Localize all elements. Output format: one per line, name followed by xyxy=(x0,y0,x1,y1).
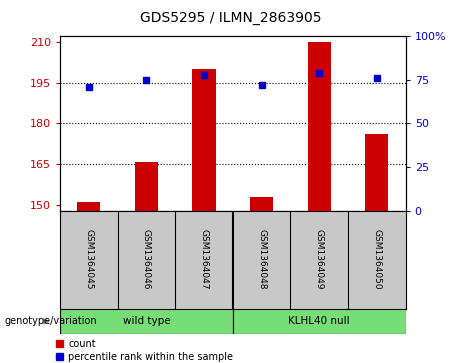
Text: GDS5295 / ILMN_2863905: GDS5295 / ILMN_2863905 xyxy=(140,11,321,25)
Text: GSM1364050: GSM1364050 xyxy=(372,229,381,290)
Text: GSM1364046: GSM1364046 xyxy=(142,229,151,290)
Bar xyxy=(233,309,406,334)
Bar xyxy=(308,42,331,211)
Text: GSM1364047: GSM1364047 xyxy=(200,229,208,290)
Text: GSM1364045: GSM1364045 xyxy=(84,229,93,290)
Bar xyxy=(193,69,216,211)
Bar xyxy=(60,309,233,334)
Text: wild type: wild type xyxy=(123,316,170,326)
Legend: count, percentile rank within the sample: count, percentile rank within the sample xyxy=(56,339,233,362)
Bar xyxy=(365,134,388,211)
Text: GSM1364049: GSM1364049 xyxy=(315,229,324,290)
Bar xyxy=(250,197,273,211)
Text: genotype/variation: genotype/variation xyxy=(5,316,97,326)
Text: GSM1364048: GSM1364048 xyxy=(257,229,266,290)
Bar xyxy=(135,162,158,211)
Bar xyxy=(77,203,100,211)
Text: KLHL40 null: KLHL40 null xyxy=(289,316,350,326)
